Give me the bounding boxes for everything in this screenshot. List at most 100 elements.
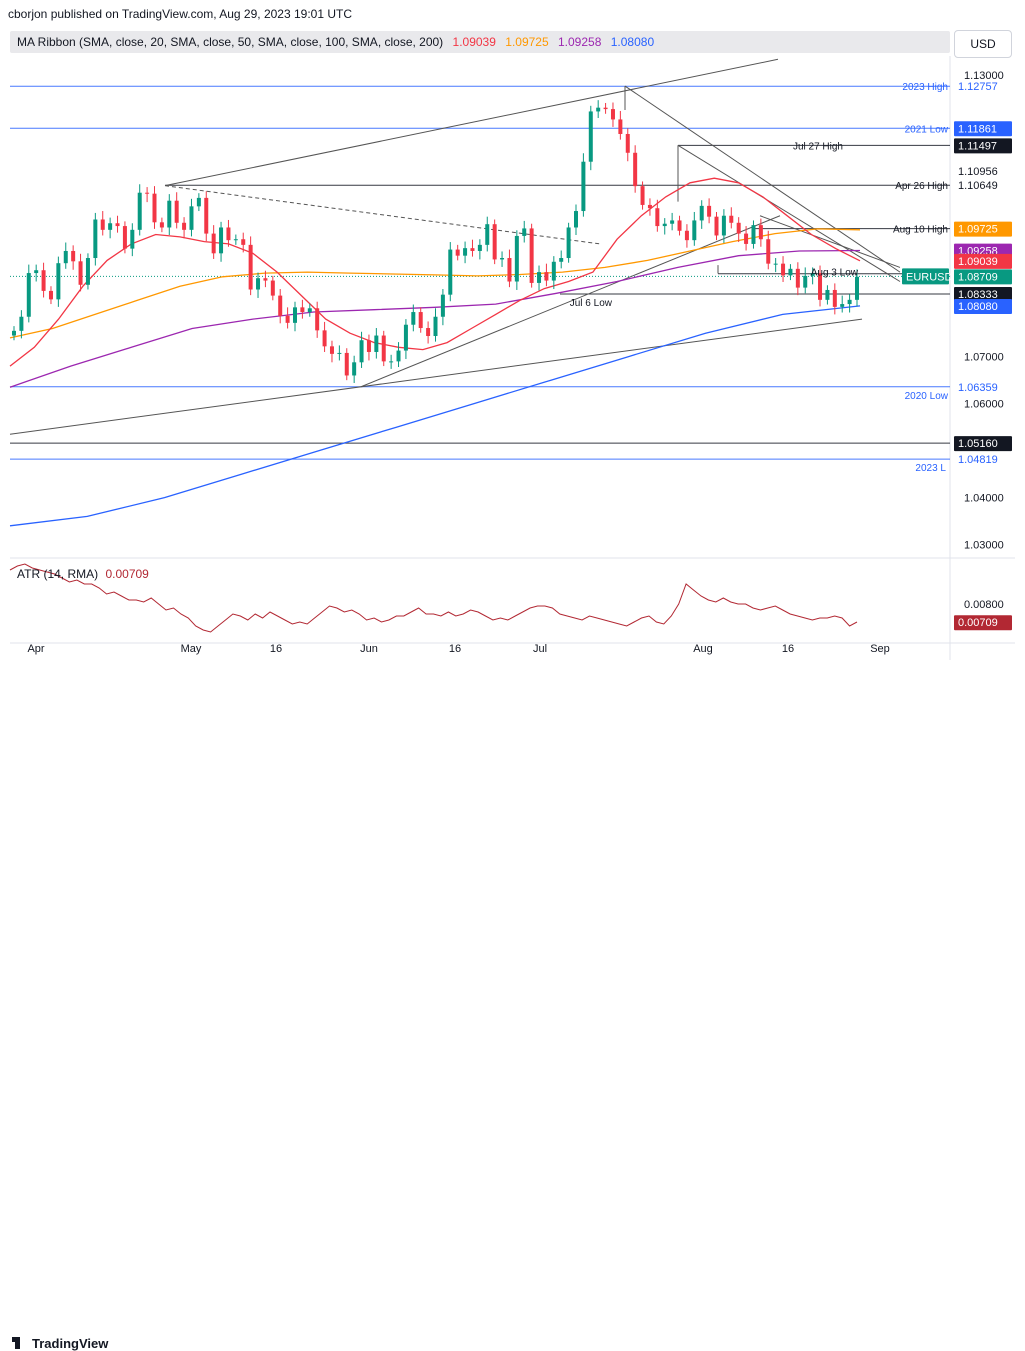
candle: [241, 239, 246, 245]
ma20-value: 1.09039: [452, 35, 496, 49]
chart-canvas[interactable]: 2023 High 2021 Low Jul 27 High Apr 26 High A…: [0, 0, 1025, 697]
candle: [566, 227, 571, 259]
candle: [374, 335, 379, 352]
candle: [855, 276, 859, 300]
candle: [677, 220, 682, 231]
ma200-value: 1.08080: [610, 35, 655, 49]
price-axis-tick: 1.06000: [964, 399, 1004, 411]
candle: [463, 248, 468, 256]
price-label-box: [954, 287, 1012, 303]
annotation-label: Aug 10 High: [893, 225, 948, 236]
candle: [48, 290, 53, 300]
price-label-box: [954, 138, 1012, 154]
candle: [19, 316, 24, 331]
currency-button[interactable]: USD: [954, 30, 1012, 58]
rising-trend-line: [360, 215, 781, 388]
candle: [551, 261, 556, 281]
candle: [684, 230, 689, 241]
atr-legend[interactable]: ATR (14, RMA) 0.00709: [17, 567, 149, 581]
candle: [174, 200, 179, 223]
candle: [233, 239, 238, 241]
candle: [248, 244, 253, 290]
candle: [588, 111, 593, 162]
footer: TradingView: [0, 664, 1025, 1351]
atr-line: [9, 563, 858, 633]
tradingview-logo[interactable]: TradingView: [12, 1336, 108, 1351]
price-label: 1.05160: [958, 438, 998, 450]
time-axis-tick: Apr: [27, 643, 44, 655]
annotation-label: Jul 6 Low: [570, 298, 613, 309]
candle: [514, 235, 519, 282]
candle: [403, 324, 408, 351]
candle: [337, 352, 342, 354]
candle: [596, 107, 601, 112]
candle: [263, 278, 268, 281]
candle: [322, 330, 327, 347]
candle: [448, 249, 453, 295]
annotation-label: 2023 L: [915, 463, 946, 474]
candle: [507, 258, 512, 282]
candle: [492, 224, 497, 260]
candle: [41, 270, 46, 291]
price-label: 1.08080: [958, 301, 998, 313]
candle: [130, 229, 135, 249]
price-label: 1.11497: [958, 140, 997, 152]
ma50-value: 1.09725: [505, 35, 549, 49]
candle: [389, 361, 394, 363]
candle: [470, 248, 475, 251]
candle: [226, 227, 231, 241]
symbol-tag: EURUSD: [906, 271, 953, 283]
candle: [707, 205, 712, 217]
candle: [832, 289, 837, 307]
candle: [603, 107, 608, 110]
candle: [315, 308, 320, 331]
candle: [78, 261, 83, 285]
price-label: 1.04819: [958, 454, 998, 466]
candle: [818, 273, 823, 300]
candle: [537, 272, 542, 283]
candle: [137, 192, 142, 230]
candle: [381, 335, 386, 362]
price-label: 1.10649: [958, 180, 998, 192]
candle: [93, 219, 98, 259]
candle: [455, 249, 460, 256]
candle: [692, 220, 697, 241]
atr-value: 0.00709: [105, 567, 149, 581]
ma100-value: 1.09258: [558, 35, 602, 49]
atr-value-label: 0.00709: [958, 617, 998, 629]
sma20-line: [9, 177, 861, 367]
candle: [729, 215, 734, 223]
candle: [610, 109, 615, 120]
atr-title: ATR (14, RMA): [17, 567, 99, 581]
ma-ribbon-legend[interactable]: MA Ribbon (SMA, close, 20, SMA, close, 5…: [17, 35, 660, 49]
annotation-label: 2021 Low: [905, 124, 949, 135]
candle: [100, 219, 105, 230]
candle: [699, 205, 704, 221]
annotation-label: Apr 26 High: [895, 181, 948, 192]
candle: [788, 268, 793, 276]
annotation-label: Jul 27 High: [793, 141, 843, 152]
candle: [633, 152, 638, 187]
candle: [426, 328, 431, 337]
candle: [293, 307, 297, 323]
candle: [485, 224, 490, 245]
price-axis-tick: 1.03000: [964, 540, 1004, 552]
candle: [26, 273, 31, 317]
sma100-line: [9, 249, 861, 388]
candle: [522, 228, 527, 236]
candle: [440, 294, 445, 317]
candle: [115, 223, 120, 227]
time-axis-tick: Aug: [693, 643, 713, 655]
candle: [477, 244, 482, 251]
candle: [574, 211, 578, 228]
candle: [189, 206, 194, 230]
time-axis-tick: 16: [449, 643, 461, 655]
candle: [12, 330, 16, 336]
time-axis-tick: Jun: [360, 643, 378, 655]
price-label-box: [954, 121, 1012, 137]
symbol-tag-box: [902, 268, 949, 285]
candle: [167, 200, 172, 228]
lower-support-line: [9, 318, 863, 435]
price-label-box: [954, 221, 1012, 237]
indicator-legend-background: [10, 31, 950, 53]
